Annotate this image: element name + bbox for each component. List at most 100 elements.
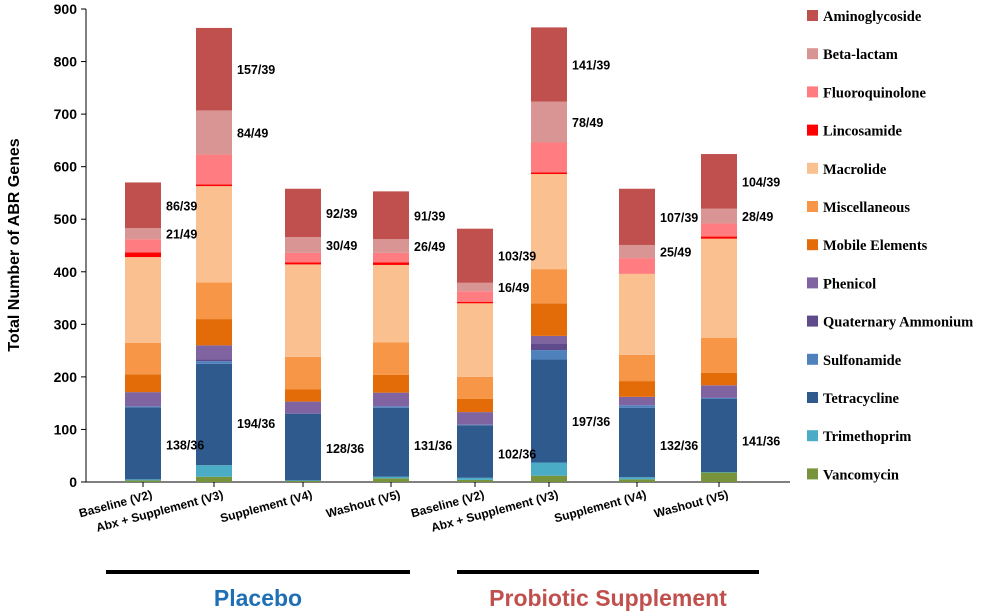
legend-swatch bbox=[807, 430, 818, 442]
group-label: Probiotic Supplement bbox=[489, 585, 727, 611]
tetracycline-count-label: 128/36 bbox=[326, 442, 364, 456]
x-category-label: Washout (V5) bbox=[325, 487, 402, 520]
bar-segment-macrolide bbox=[701, 238, 737, 338]
bar-segment-macrolide bbox=[457, 303, 493, 377]
bar-segment-vancomycin bbox=[619, 479, 655, 482]
bar-segment-miscellaneous bbox=[531, 269, 567, 304]
bar-segment-mobile-elements bbox=[701, 372, 737, 386]
legend-label: Tetracycline bbox=[823, 391, 900, 407]
bar-segment-fluoroquinolone bbox=[125, 239, 161, 253]
bar-segment-tetracycline bbox=[457, 425, 493, 478]
bar-segment-macrolide bbox=[196, 186, 232, 283]
legend-label: Miscellaneous bbox=[823, 200, 910, 216]
legend-swatch bbox=[807, 277, 818, 289]
legend-label: Trimethoprim bbox=[823, 429, 911, 445]
bar-segment-macrolide bbox=[125, 257, 161, 343]
bar-segment-tetracycline bbox=[196, 363, 232, 466]
bar-segment-sulfonamide bbox=[619, 405, 655, 408]
bar-segment-phenicol bbox=[457, 412, 493, 425]
bar-segment-aminoglycoside bbox=[619, 188, 655, 245]
bar-segment-mobile-elements bbox=[531, 303, 567, 336]
bar-segment-mobile-elements bbox=[373, 374, 409, 393]
bar-segment-macrolide bbox=[619, 273, 655, 355]
legend-swatch bbox=[807, 468, 818, 480]
bar-segment-beta-lactam bbox=[619, 244, 655, 259]
bar-segment-vancomycin bbox=[373, 478, 409, 482]
legend-swatch bbox=[807, 353, 818, 365]
bar-segment-macrolide bbox=[373, 264, 409, 343]
bar-segment-mobile-elements bbox=[285, 389, 321, 402]
beta-lactam-count-label: 26/49 bbox=[414, 240, 445, 254]
bar-segment-aminoglycoside bbox=[457, 228, 493, 283]
y-tick-label: 500 bbox=[54, 211, 78, 227]
bar-segment-trimethoprim bbox=[531, 462, 567, 476]
tetracycline-count-label: 132/36 bbox=[660, 439, 698, 453]
bar-segment-fluoroquinolone bbox=[285, 252, 321, 263]
bar-segment-aminoglycoside bbox=[196, 27, 232, 111]
legend-label: Vancomycin bbox=[823, 467, 899, 483]
bar-segment-sulfonamide bbox=[196, 361, 232, 364]
annotations: 138/36 21/49 86/39 194/36 84/49 157/39 128/36 3… bbox=[166, 58, 780, 461]
beta-lactam-count-label: 78/49 bbox=[572, 116, 603, 130]
tetracycline-count-label: 141/36 bbox=[742, 434, 780, 448]
y-tick-label: 900 bbox=[54, 1, 78, 17]
tetracycline-count-label: 102/36 bbox=[498, 448, 536, 462]
bar-segment-quaternary-ammonium bbox=[531, 343, 567, 351]
x-category-label: Supplement (V4) bbox=[553, 487, 648, 525]
tetracycline-count-label: 194/36 bbox=[237, 417, 275, 431]
aminoglycoside-count-label: 141/39 bbox=[572, 58, 610, 72]
beta-lactam-count-label: 30/49 bbox=[326, 239, 357, 253]
bar-segment-beta-lactam bbox=[196, 110, 232, 155]
bar-segment-tetracycline bbox=[619, 407, 655, 478]
aminoglycoside-count-label: 103/39 bbox=[498, 250, 536, 264]
bar-segment-miscellaneous bbox=[701, 337, 737, 373]
x-category-label: Washout (V5) bbox=[653, 487, 730, 520]
bar-segment-fluoroquinolone bbox=[373, 252, 409, 263]
bar-segment-mobile-elements bbox=[457, 398, 493, 413]
bar-segment-quaternary-ammonium bbox=[196, 359, 232, 362]
bar-segment-lincosamide bbox=[285, 262, 321, 265]
legend-swatch bbox=[807, 392, 818, 403]
bar-segment-macrolide bbox=[285, 264, 321, 357]
bar-segment-phenicol bbox=[373, 392, 409, 407]
bar-segment-fluoroquinolone bbox=[196, 154, 232, 185]
legend-label: Aminoglycoside bbox=[823, 9, 922, 25]
y-axis-label: Total Number of ABR Genes bbox=[6, 138, 23, 351]
bar-segment-miscellaneous bbox=[285, 356, 321, 390]
legend-swatch bbox=[807, 86, 818, 98]
bar-segment-beta-lactam bbox=[531, 101, 567, 143]
bar-segment-aminoglycoside bbox=[373, 191, 409, 240]
bar-segment-miscellaneous bbox=[196, 282, 232, 320]
bar-segment-vancomycin bbox=[285, 480, 321, 482]
bar-segment-tetracycline bbox=[531, 359, 567, 463]
bar-segment-lincosamide bbox=[701, 236, 737, 239]
legend-label: Beta-lactam bbox=[823, 47, 898, 63]
bar-segment-vancomycin bbox=[531, 475, 567, 482]
legend-swatch bbox=[807, 162, 818, 174]
group-labels: Placebo Probiotic Supplement bbox=[106, 570, 759, 611]
legend-label: Quaternary Ammonium bbox=[823, 315, 973, 331]
bar-segment-fluoroquinolone bbox=[619, 258, 655, 274]
bar-segment-vancomycin bbox=[701, 472, 737, 482]
bar-segment-fluoroquinolone bbox=[457, 291, 493, 302]
bar-segment-vancomycin bbox=[196, 476, 232, 482]
y-tick-label: 200 bbox=[54, 369, 78, 385]
bar-segment-miscellaneous bbox=[373, 342, 409, 375]
bar-segment-miscellaneous bbox=[125, 342, 161, 375]
y-axis-ticks: 0 100 200 300 400 500 600 700 800 900 bbox=[54, 1, 86, 490]
x-category-label: Abx + Supplement (V3) bbox=[430, 487, 560, 534]
bar-segment-tetracycline bbox=[701, 398, 737, 473]
tetracycline-count-label: 197/36 bbox=[572, 415, 610, 429]
y-tick-label: 800 bbox=[54, 54, 78, 70]
aminoglycoside-count-label: 86/39 bbox=[166, 199, 197, 213]
bar-segment-miscellaneous bbox=[457, 376, 493, 399]
group-label: Placebo bbox=[214, 585, 302, 611]
bar-segment-phenicol bbox=[285, 401, 321, 414]
bar-segment-tetracycline bbox=[125, 407, 161, 480]
bar-segment-lincosamide bbox=[196, 184, 232, 187]
beta-lactam-count-label: 25/49 bbox=[660, 246, 691, 260]
bar-segment-phenicol bbox=[531, 335, 567, 344]
legend-label: Phenicol bbox=[823, 276, 876, 292]
y-tick-label: 600 bbox=[54, 159, 78, 175]
